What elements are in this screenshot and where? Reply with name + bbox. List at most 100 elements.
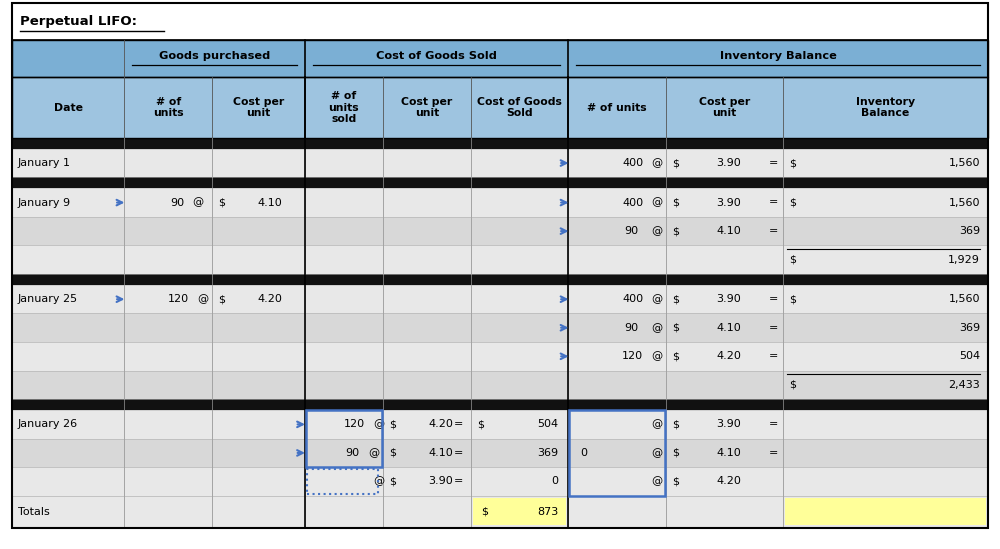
Bar: [212, 410, 305, 439]
Bar: [124, 410, 212, 439]
Text: 504: 504: [537, 419, 558, 429]
Text: 120: 120: [344, 419, 365, 429]
Bar: [383, 371, 471, 399]
Bar: [124, 149, 212, 177]
Text: Cost per
unit: Cost per unit: [401, 97, 452, 119]
Bar: [471, 467, 568, 496]
Text: # of
units: # of units: [153, 97, 183, 119]
Text: @: @: [192, 198, 203, 208]
Bar: [471, 496, 568, 528]
Text: 1,560: 1,560: [948, 158, 980, 168]
Bar: [471, 410, 568, 439]
Bar: [666, 313, 783, 342]
Text: @: @: [651, 323, 662, 333]
Bar: [12, 439, 988, 467]
Bar: [12, 285, 124, 313]
Bar: [212, 342, 305, 371]
Bar: [666, 188, 783, 217]
Text: =: =: [454, 448, 463, 458]
Text: =: =: [768, 198, 778, 208]
Text: Goods purchased: Goods purchased: [159, 51, 270, 61]
Bar: [305, 245, 383, 274]
Bar: [568, 467, 666, 496]
Text: @: @: [373, 419, 384, 429]
Text: 0: 0: [580, 448, 587, 458]
Text: @: @: [651, 419, 662, 429]
Text: Cost per
unit: Cost per unit: [699, 97, 750, 119]
Text: $: $: [672, 351, 679, 361]
Bar: [305, 496, 383, 528]
Text: 90: 90: [624, 226, 638, 236]
Bar: [305, 410, 383, 439]
Bar: [212, 188, 305, 217]
Text: 90: 90: [346, 448, 360, 458]
Bar: [783, 188, 988, 217]
Bar: [783, 149, 988, 177]
Bar: [383, 188, 471, 217]
Bar: [212, 149, 305, 177]
Text: $: $: [477, 419, 484, 429]
Bar: [212, 313, 305, 342]
Bar: [383, 496, 471, 528]
Text: =: =: [768, 448, 778, 458]
Bar: [383, 439, 471, 467]
Bar: [212, 439, 305, 467]
Bar: [12, 467, 124, 496]
Text: 3.90: 3.90: [716, 419, 741, 429]
Bar: [783, 342, 988, 371]
Text: $: $: [389, 448, 396, 458]
Text: 3.90: 3.90: [716, 158, 741, 168]
Bar: [124, 342, 212, 371]
Text: 3.90: 3.90: [716, 294, 741, 304]
Bar: [12, 342, 124, 371]
Text: @: @: [197, 294, 208, 304]
Bar: [124, 245, 212, 274]
Text: $: $: [789, 198, 796, 208]
Bar: [12, 149, 988, 177]
Text: $: $: [789, 294, 796, 304]
Text: 4.20: 4.20: [716, 351, 741, 361]
Bar: [783, 496, 988, 528]
Text: $: $: [218, 198, 225, 208]
Text: 4.20: 4.20: [257, 294, 282, 304]
Text: January 1: January 1: [18, 158, 71, 168]
Text: 400: 400: [622, 198, 643, 208]
Text: =: =: [768, 294, 778, 304]
Text: =: =: [768, 226, 778, 236]
Text: @: @: [651, 198, 662, 208]
Bar: [305, 313, 383, 342]
Text: 1,560: 1,560: [948, 198, 980, 208]
Bar: [124, 188, 212, 217]
Bar: [569, 410, 665, 496]
Bar: [783, 410, 988, 439]
Bar: [666, 217, 783, 245]
Bar: [212, 467, 305, 496]
Bar: [305, 40, 568, 77]
Text: @: @: [368, 448, 379, 458]
Bar: [471, 245, 568, 274]
Bar: [568, 40, 988, 77]
Bar: [212, 245, 305, 274]
Text: 3.90: 3.90: [428, 477, 453, 486]
Text: 4.20: 4.20: [428, 419, 453, 429]
Bar: [568, 342, 666, 371]
Bar: [383, 342, 471, 371]
Text: 4.10: 4.10: [716, 226, 741, 236]
Bar: [12, 138, 988, 149]
Bar: [124, 40, 305, 77]
Bar: [12, 3, 988, 40]
Bar: [12, 245, 988, 274]
Bar: [471, 285, 568, 313]
Bar: [12, 496, 988, 528]
Bar: [305, 188, 383, 217]
Bar: [568, 410, 666, 439]
Text: 120: 120: [168, 294, 189, 304]
Text: January 9: January 9: [18, 198, 71, 208]
Bar: [666, 285, 783, 313]
Text: 369: 369: [537, 448, 558, 458]
Text: 90: 90: [170, 198, 184, 208]
Text: 2,433: 2,433: [948, 380, 980, 390]
Bar: [212, 285, 305, 313]
Text: 1,560: 1,560: [948, 294, 980, 304]
Text: =: =: [454, 419, 463, 429]
